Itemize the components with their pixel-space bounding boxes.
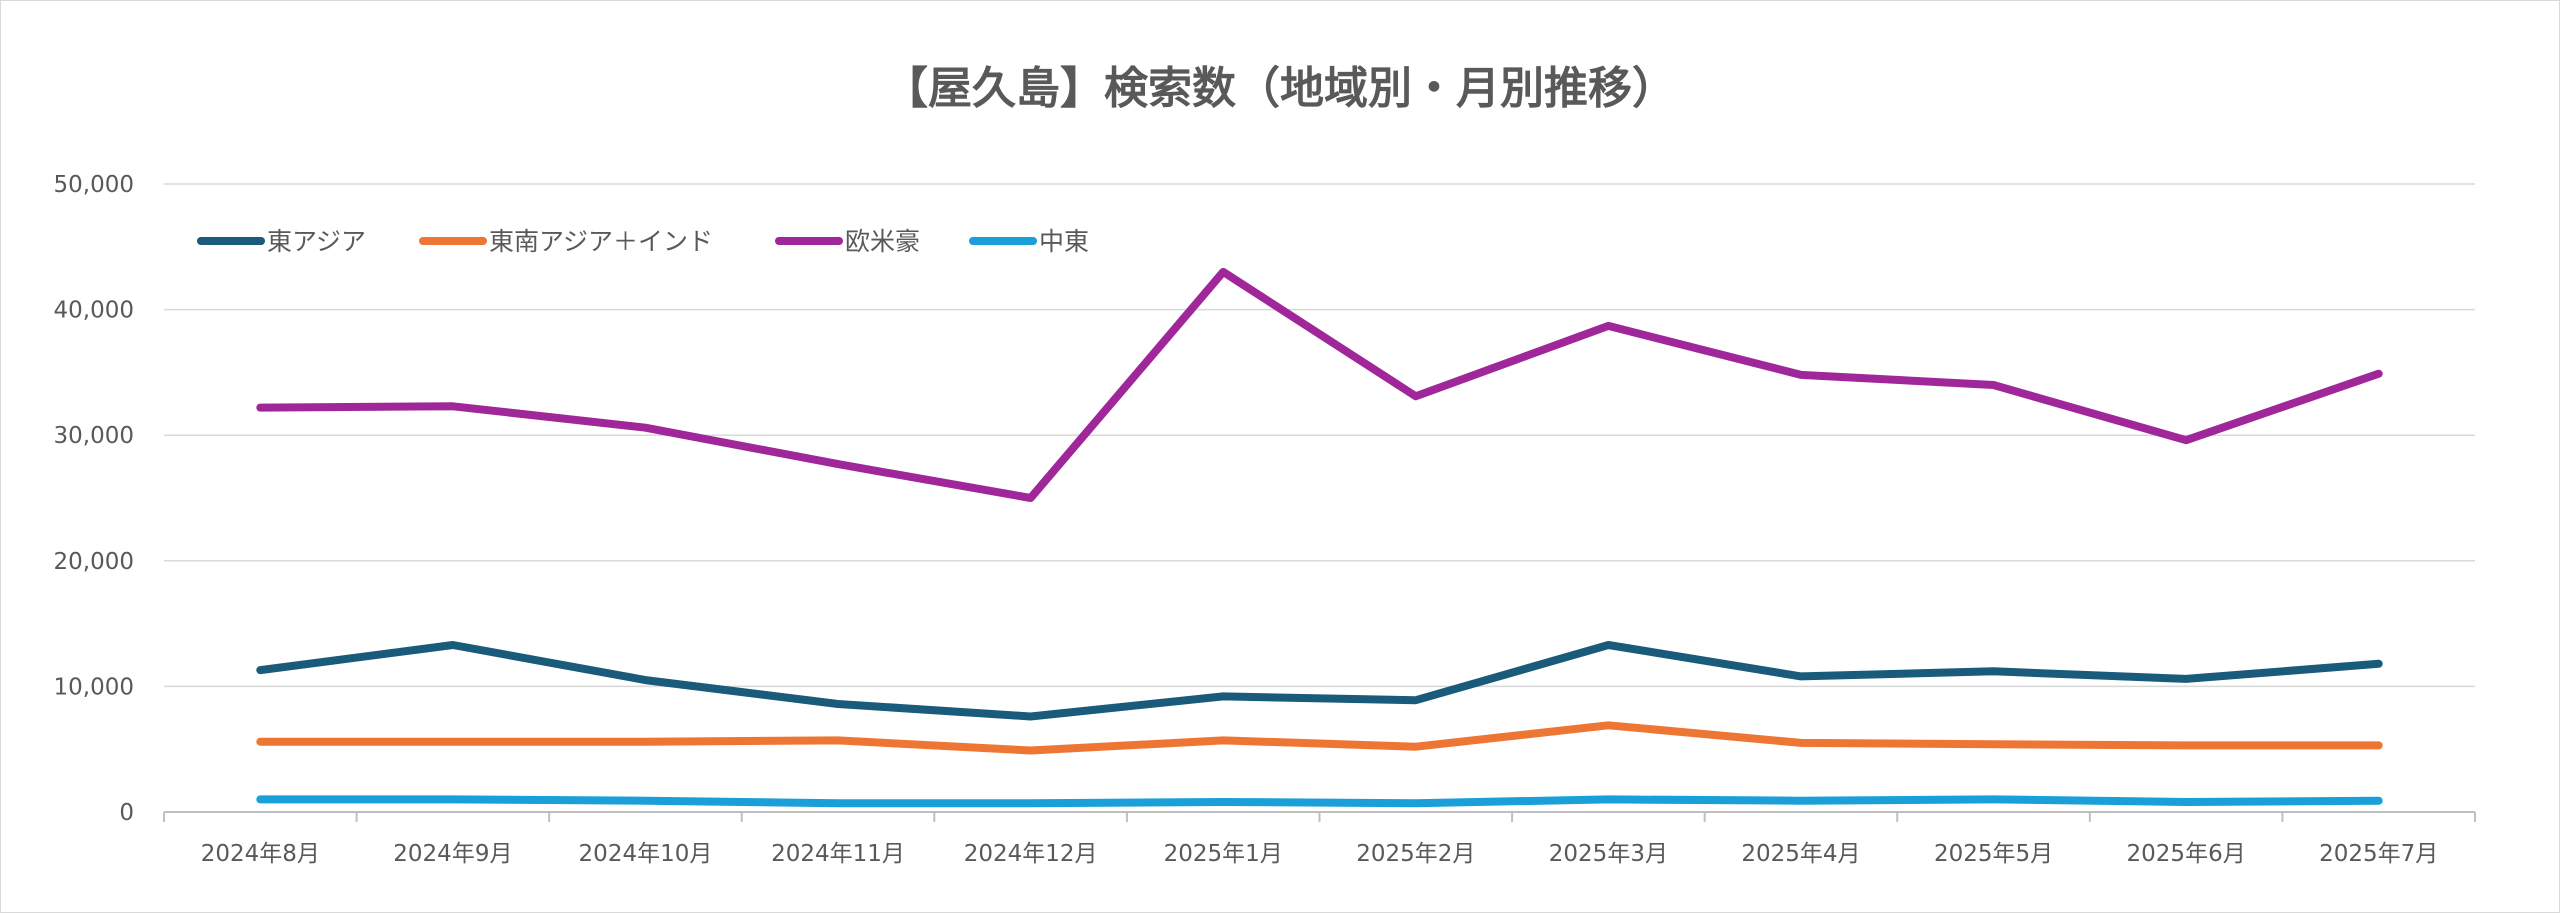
series-lines bbox=[256, 267, 2383, 808]
x-tick-label: 2025年7月 bbox=[2319, 841, 2438, 867]
x-tick-label: 2024年8月 bbox=[201, 841, 320, 867]
y-tick-label: 50,000 bbox=[54, 172, 134, 198]
x-tick-label: 2025年2月 bbox=[1356, 841, 1475, 867]
y-tick-label: 40,000 bbox=[54, 298, 134, 324]
x-tick-label: 2024年11月 bbox=[771, 841, 905, 867]
x-tick-label: 2025年5月 bbox=[1934, 841, 2053, 867]
x-tick-label: 2024年10月 bbox=[579, 841, 713, 867]
x-tick-label: 2025年6月 bbox=[2127, 841, 2246, 867]
legend-label: 欧米豪 bbox=[845, 227, 920, 256]
x-tick-label: 2024年12月 bbox=[964, 841, 1098, 867]
series-line bbox=[256, 721, 2383, 755]
legend-label: 中東 bbox=[1039, 227, 1089, 256]
series-line bbox=[256, 795, 2383, 808]
series-line bbox=[256, 267, 2383, 502]
legend: 東アジア 東南アジア＋インド 欧米豪 中東 bbox=[197, 227, 1089, 256]
chart-title: 【屋久島】検索数（地域別・月別推移） bbox=[884, 63, 1676, 114]
series-line bbox=[256, 641, 2383, 721]
y-tick-label: 30,000 bbox=[54, 423, 134, 449]
legend-label: 東南アジア＋インド bbox=[489, 227, 713, 256]
x-tick-label: 2025年4月 bbox=[1741, 841, 1860, 867]
axes: 0 10,000 20,000 30,000 40,000 50,000 2024年8月 20… bbox=[54, 172, 2476, 867]
legend-label: 東アジア bbox=[267, 227, 366, 256]
y-tick-label: 10,000 bbox=[54, 674, 134, 700]
y-tick-label: 0 bbox=[119, 800, 134, 826]
x-tick-label: 2025年3月 bbox=[1549, 841, 1668, 867]
y-tick-label: 20,000 bbox=[54, 549, 134, 575]
gridlines bbox=[164, 183, 2475, 688]
x-tick-label: 2025年1月 bbox=[1164, 841, 1283, 867]
x-tick-label: 2024年9月 bbox=[393, 841, 512, 867]
